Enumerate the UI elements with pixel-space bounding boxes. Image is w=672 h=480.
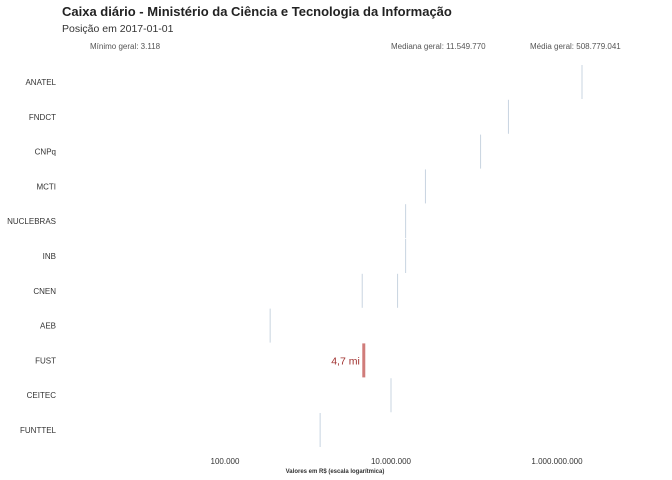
category-label-nuclebras: NUCLEBRAS xyxy=(7,217,56,226)
median-stat-label: Mediana geral: 11.549.770 xyxy=(391,42,486,51)
x-tick-label-1: 10.000.000 xyxy=(371,457,412,466)
x-tick-label-2: 1.000.000.000 xyxy=(531,457,583,466)
category-label-cnpq: CNPq xyxy=(35,148,56,157)
category-label-ceitec: CEITEC xyxy=(27,391,57,400)
category-label-mcti: MCTI xyxy=(36,182,56,191)
chart-subtitle: Posição em 2017-01-01 xyxy=(62,23,174,35)
category-label-funttel: FUNTTEL xyxy=(20,426,57,435)
highlight-data-label: 4,7 mi xyxy=(331,355,360,367)
highlight-mark-fust xyxy=(362,343,366,378)
category-label-fndct: FNDCT xyxy=(29,113,56,122)
mean-stat-label: Média geral: 508.779.041 xyxy=(530,42,621,51)
category-label-fust: FUST xyxy=(35,356,56,365)
x-axis-title: Valores em R$ (escala logarítmica) xyxy=(286,469,385,475)
category-label-aeb: AEB xyxy=(40,322,56,331)
min-stat-label: Mínimo geral: 3.118 xyxy=(90,42,161,51)
chart-title: Caixa diário - Ministério da Ciência e T… xyxy=(62,4,452,19)
x-tick-label-0: 100.000 xyxy=(211,457,240,466)
category-label-inb: INB xyxy=(43,252,56,261)
category-label-cnen: CNEN xyxy=(33,287,56,296)
category-label-anatel: ANATEL xyxy=(25,78,56,87)
